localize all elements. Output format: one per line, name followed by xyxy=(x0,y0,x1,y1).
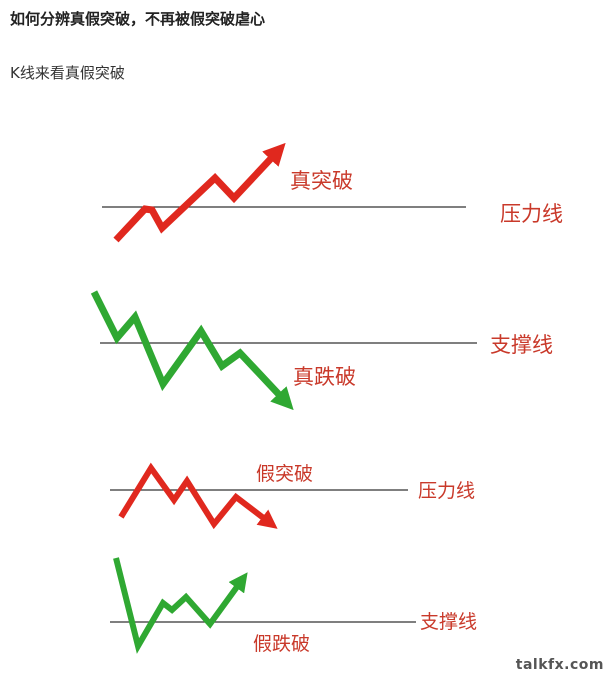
line-label: 压力线 xyxy=(500,202,563,226)
line-label: 支撑线 xyxy=(420,611,477,633)
panel-false-breakout: 假突破 压力线 xyxy=(110,462,475,530)
panel-false-breakdown: 假跌破 支撑线 xyxy=(110,557,477,655)
price-path-fake-up xyxy=(118,462,278,530)
price-path-fake-down xyxy=(113,557,248,654)
article-title: 如何分辨真假突破，不再被假突破虐心 xyxy=(10,10,266,28)
panel-true-breakout: 真突破 压力线 xyxy=(102,142,563,243)
watermark: talkfx.com xyxy=(515,657,604,673)
panel-label: 假突破 xyxy=(256,463,313,485)
line-label: 压力线 xyxy=(418,480,475,502)
panel-label: 假跌破 xyxy=(253,633,310,655)
price-path-down xyxy=(90,290,294,411)
article-subtitle: K线来看真假突破 xyxy=(10,64,125,82)
panel-label: 真突破 xyxy=(290,169,353,193)
line-label: 支撑线 xyxy=(490,333,553,357)
panel-label: 真跌破 xyxy=(293,365,356,389)
price-path-up xyxy=(113,142,286,243)
panel-true-breakdown: 真跌破 支撑线 xyxy=(90,290,553,411)
